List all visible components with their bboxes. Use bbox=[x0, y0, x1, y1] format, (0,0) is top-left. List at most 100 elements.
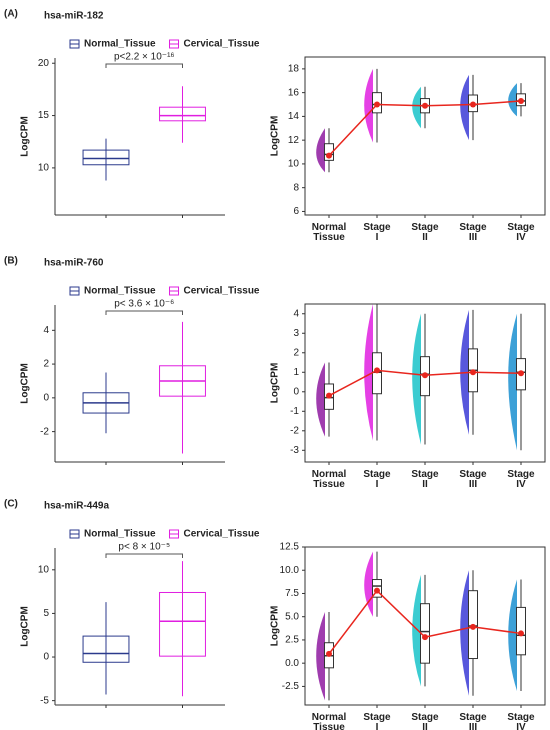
mean-point bbox=[470, 101, 476, 108]
mean-point bbox=[326, 650, 332, 657]
legend-label: Normal_Tissue bbox=[84, 286, 156, 297]
x-tick-label: Normal Tissue bbox=[312, 222, 347, 243]
half-violin bbox=[508, 579, 517, 692]
x-tick-label: Stage I bbox=[363, 222, 391, 243]
y-tick-label: 12 bbox=[288, 135, 300, 146]
y-tick-label: 10.0 bbox=[280, 565, 300, 576]
mean-point bbox=[374, 367, 380, 374]
y-tick-label: 1 bbox=[293, 367, 299, 378]
half-violin bbox=[412, 574, 421, 687]
y-tick-label: -2 bbox=[290, 425, 299, 436]
x-tick-label: Stage II bbox=[411, 712, 439, 730]
mean-point bbox=[470, 369, 476, 376]
p-bracket bbox=[105, 553, 183, 558]
x-tick-label: Stage IV bbox=[507, 469, 535, 490]
half-violin bbox=[364, 68, 373, 143]
legend-label: Cervical_Tissue bbox=[184, 39, 260, 50]
y-tick-label: 2 bbox=[43, 359, 49, 370]
half-violin bbox=[460, 570, 469, 696]
legend-label: Normal_Tissue bbox=[84, 39, 156, 50]
x-tick-label: Stage II bbox=[411, 222, 439, 243]
panel-label: (A) bbox=[4, 9, 18, 20]
mean-point bbox=[422, 372, 428, 379]
mean-point bbox=[326, 392, 332, 399]
y-axis-label: LogCPM bbox=[20, 606, 31, 647]
y-tick-label: -5 bbox=[40, 695, 49, 706]
y-tick-label: 0 bbox=[43, 392, 49, 403]
p-bracket bbox=[105, 310, 183, 315]
y-tick-label: -3 bbox=[290, 445, 299, 456]
x-tick-label: Normal Tissue bbox=[312, 469, 347, 490]
panel-label: (C) bbox=[4, 499, 18, 510]
y-tick-label: 15 bbox=[38, 110, 50, 121]
y-tick-label: 20 bbox=[38, 58, 50, 69]
y-tick-label: 6 bbox=[293, 206, 299, 217]
box bbox=[324, 143, 334, 161]
half-violin bbox=[508, 313, 517, 451]
y-tick-label: 4 bbox=[293, 308, 299, 319]
y-tick-label: 2.5 bbox=[285, 635, 299, 646]
box bbox=[82, 149, 130, 166]
y-tick-label: -1 bbox=[290, 406, 299, 417]
mean-point bbox=[470, 623, 476, 630]
plot-frame bbox=[304, 56, 546, 216]
y-tick-label: 16 bbox=[288, 87, 300, 98]
box bbox=[82, 635, 130, 663]
p-value: p< 3.6 × 10⁻⁶ bbox=[114, 299, 174, 310]
y-tick-label: 10 bbox=[288, 159, 300, 170]
panel-title: hsa-miR-449a bbox=[44, 501, 109, 512]
y-tick-label: 0.0 bbox=[285, 658, 299, 669]
y-tick-label: 3 bbox=[293, 328, 299, 339]
half-violin bbox=[460, 74, 469, 141]
x-tick-label: Normal Tissue bbox=[312, 712, 347, 730]
mean-point bbox=[374, 101, 380, 108]
legend-label: Normal_Tissue bbox=[84, 529, 156, 540]
x-tick-label: Stage III bbox=[459, 712, 487, 730]
x-tick-label: Stage IV bbox=[507, 712, 535, 730]
y-tick-label: 8 bbox=[293, 182, 299, 193]
half-violin bbox=[364, 551, 373, 617]
y-tick-label: 18 bbox=[288, 64, 300, 75]
y-tick-label: 5.0 bbox=[285, 611, 299, 622]
panel-title: hsa-miR-182 bbox=[44, 11, 104, 22]
y-axis-label: LogCPM bbox=[20, 116, 31, 157]
y-tick-label: 5 bbox=[43, 608, 49, 619]
y-tick-label: 0 bbox=[293, 386, 299, 397]
x-tick-label: Stage II bbox=[411, 469, 439, 490]
p-value: p< 8 × 10⁻⁵ bbox=[118, 542, 170, 553]
y-tick-label: 10 bbox=[38, 163, 50, 174]
half-violin bbox=[316, 128, 325, 173]
mean-point bbox=[374, 587, 380, 594]
p-bracket bbox=[105, 63, 183, 68]
y-axis-label: LogCPM bbox=[20, 363, 31, 404]
mean-point bbox=[518, 630, 524, 637]
mean-point bbox=[422, 634, 428, 641]
x-tick-label: Stage III bbox=[459, 469, 487, 490]
y-axis-label: LogCPM bbox=[270, 363, 281, 404]
legend-label: Cervical_Tissue bbox=[184, 529, 260, 540]
y-tick-label: 10 bbox=[38, 564, 50, 575]
y-tick-label: -2 bbox=[40, 426, 49, 437]
y-axis-label: LogCPM bbox=[270, 606, 281, 647]
y-tick-label: -2.5 bbox=[282, 681, 300, 692]
half-violin bbox=[412, 313, 421, 445]
y-tick-label: 4 bbox=[43, 325, 49, 336]
y-tick-label: 2 bbox=[293, 347, 299, 358]
panel-title: hsa-miR-760 bbox=[44, 258, 104, 269]
y-tick-label: 12.5 bbox=[280, 542, 300, 553]
half-violin bbox=[412, 86, 421, 129]
mean-point bbox=[422, 102, 428, 109]
x-tick-label: Stage I bbox=[363, 712, 391, 730]
box bbox=[159, 106, 206, 122]
legend-label: Cervical_Tissue bbox=[184, 286, 260, 297]
x-tick-label: Stage III bbox=[459, 222, 487, 243]
y-axis-label: LogCPM bbox=[270, 116, 281, 157]
half-violin bbox=[508, 83, 517, 117]
mean-point bbox=[326, 152, 332, 159]
y-tick-label: 0 bbox=[43, 652, 49, 663]
box bbox=[159, 591, 206, 657]
y-tick-label: 7.5 bbox=[285, 588, 299, 599]
half-violin bbox=[316, 612, 325, 701]
